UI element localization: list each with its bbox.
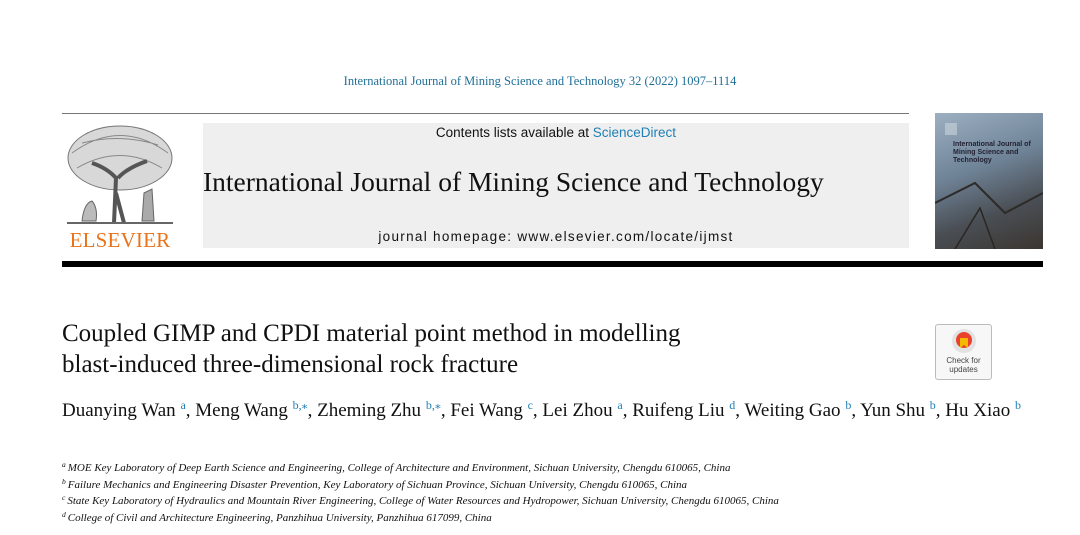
- author-separator: ,: [851, 400, 857, 421]
- author: Yun Shu b,: [860, 398, 941, 421]
- author-name[interactable]: Duanying Wan: [62, 400, 176, 421]
- article-title: Coupled GIMP and CPDI material point met…: [62, 320, 681, 347]
- journal-cover[interactable]: International Journal of Mining Science …: [935, 113, 1043, 249]
- check-updates-badge[interactable]: Check for updates: [935, 324, 992, 380]
- header-box: [203, 123, 909, 248]
- author-affiliation[interactable]: b: [1014, 398, 1021, 412]
- affiliation: d College of Civil and Architecture Engin…: [62, 510, 779, 527]
- cover-title: International Journal of Mining Science …: [953, 141, 1031, 164]
- citation[interactable]: International Journal of Mining Science …: [343, 74, 737, 88]
- rule: [62, 113, 909, 114]
- affiliation-letter: c: [62, 493, 66, 502]
- author-affiliation[interactable]: a: [180, 398, 186, 412]
- author-affiliation[interactable]: d: [729, 398, 736, 412]
- author-separator: ,: [440, 400, 446, 421]
- header-bar: [62, 261, 1043, 267]
- author-name[interactable]: Ruifeng Liu: [632, 400, 725, 421]
- author-affiliation[interactable]: b: [845, 398, 852, 412]
- author-affiliation[interactable]: b,⁎: [292, 398, 308, 412]
- author-affiliation[interactable]: c: [527, 398, 533, 412]
- author: Lei Zhou a,: [542, 398, 628, 421]
- affiliation-letter: a: [62, 460, 66, 469]
- author: Hu Xiao b: [945, 398, 1021, 421]
- author: Meng Wang b,⁎,: [195, 398, 313, 421]
- author-affiliation[interactable]: b: [929, 398, 936, 412]
- author: Zheming Zhu b,⁎,: [317, 398, 446, 421]
- affiliation-text: College of Civil and Architecture Engine…: [67, 511, 492, 524]
- author-name[interactable]: Meng Wang: [195, 400, 288, 421]
- affiliation: c State Key Laboratory of Hydraulics and …: [62, 493, 779, 510]
- elsevier-logo: [62, 123, 178, 228]
- author-separator: ,: [622, 400, 628, 421]
- homepage[interactable]: journal homepage: www.elsevier.com/locat…: [378, 229, 734, 244]
- author-separator: ,: [935, 400, 941, 421]
- publisher: ELSEVIER: [69, 228, 171, 252]
- affiliation-letter: b: [62, 476, 66, 486]
- article-title: blast-induced three-dimensional rock fra…: [62, 351, 519, 378]
- author-name[interactable]: Weiting Gao: [744, 400, 841, 421]
- author-separator: ,: [185, 400, 191, 421]
- author-separator: ,: [532, 400, 538, 421]
- author: Ruifeng Liu d,: [632, 398, 741, 421]
- affiliation: b Failure Mechanics and Engineering Disas…: [62, 477, 779, 494]
- author-name[interactable]: Fei Wang: [450, 400, 523, 421]
- sciencedirect-link[interactable]: ScienceDirect: [592, 125, 677, 140]
- affiliation-letter: d: [62, 509, 66, 519]
- author-name[interactable]: Lei Zhou: [542, 400, 613, 421]
- author: Fei Wang c,: [450, 398, 538, 421]
- cover-art: [935, 123, 1043, 249]
- author-separator: ,: [307, 400, 313, 421]
- author-affiliation[interactable]: b,⁎: [425, 398, 441, 412]
- affiliation: a MOE Key Laboratory of Deep Earth Scienc…: [62, 460, 779, 477]
- badge-line: Check for: [946, 356, 981, 365]
- author-separator: ,: [735, 400, 741, 421]
- affiliation-text: State Key Laboratory of Hydraulics and M…: [67, 495, 779, 507]
- author-name[interactable]: Hu Xiao: [945, 400, 1011, 421]
- contents-line: Contents lists available at ScienceDirec…: [203, 125, 909, 140]
- affiliation-list: a MOE Key Laboratory of Deep Earth Scienc…: [62, 460, 779, 526]
- author-affiliation[interactable]: a: [617, 398, 623, 412]
- journal-title: International Journal of Mining Science …: [203, 166, 824, 197]
- contents-prefix: Contents lists available at: [435, 125, 590, 140]
- author: Weiting Gao b,: [744, 398, 857, 421]
- badge-icon: [951, 329, 976, 353]
- author-list: Duanying Wan a, Meng Wang b,⁎, Zheming Z…: [62, 398, 1022, 424]
- affiliation-text: MOE Key Laboratory of Deep Earth Science…: [67, 462, 731, 474]
- badge-line: updates: [949, 365, 978, 374]
- affiliation-text: Failure Mechanics and Engineering Disast…: [67, 478, 688, 491]
- author-name[interactable]: Zheming Zhu: [317, 400, 422, 421]
- author: Duanying Wan a,: [62, 398, 191, 421]
- author-name[interactable]: Yun Shu: [860, 400, 926, 421]
